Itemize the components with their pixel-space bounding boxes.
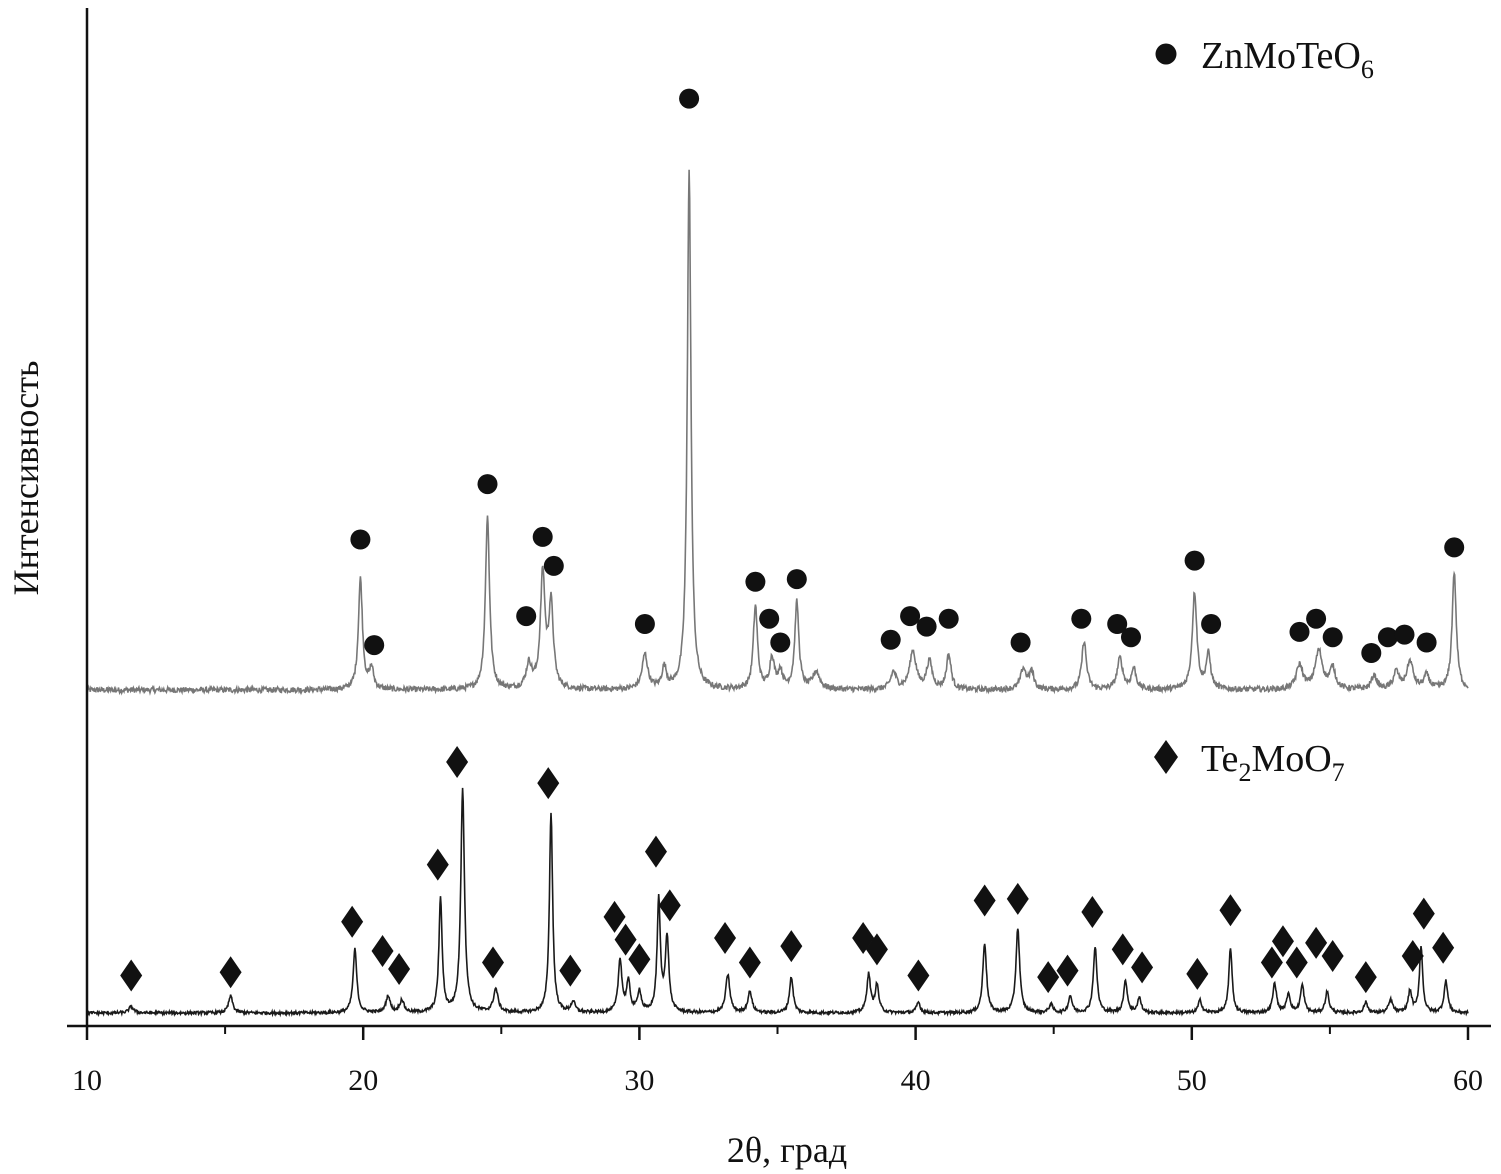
phase-marker-diamond [1305,926,1328,959]
phase-marker-diamond [219,956,242,989]
phase-marker-diamond [1219,894,1242,927]
phase-marker-diamond [1131,951,1154,984]
phase-marker-diamond [537,767,560,800]
legend-zn-label: ZnMoTeO6 [1201,35,1374,84]
phase-marker-circle [770,632,791,653]
phase-marker-circle [938,608,959,629]
phase-marker-diamond [559,954,582,987]
phase-marker-diamond [371,935,394,968]
x-tick-label-10: 10 [72,1064,102,1097]
phase-marker-circle [1010,632,1031,653]
phase-marker-diamond [1271,925,1294,958]
phase-marker-diamond [1037,961,1060,994]
phase-marker-diamond [1285,946,1308,979]
phase-marker-diamond [1081,895,1104,928]
phase-marker-diamond [865,933,888,966]
markers-group [120,88,1465,994]
phase-marker-circle [916,616,937,637]
phase-marker-circle [1201,614,1222,634]
phase-marker-circle [786,569,807,590]
phase-marker-circle [745,571,766,592]
x-tick-label-40: 40 [901,1064,931,1097]
phase-marker-diamond [738,946,761,979]
phase-marker-diamond [614,923,637,956]
phase-marker-diamond [1354,961,1377,994]
x-tick-label-30: 30 [624,1064,654,1097]
phase-marker-diamond [1321,939,1344,972]
phase-marker-circle [1121,627,1141,648]
phase-marker-diamond [341,905,364,938]
phase-marker-circle [1107,614,1128,634]
phase-marker-circle [1377,627,1398,648]
legend-te-base: Te [1201,738,1238,780]
legend-zn-base: ZnMoTeO [1201,35,1361,77]
phase-marker-circle [477,474,498,495]
phase-marker-diamond [1056,954,1079,987]
phase-marker-diamond [658,889,681,922]
phase-marker-diamond [1401,939,1424,972]
phase-marker-diamond [603,900,626,933]
phase-marker-diamond [628,943,651,976]
phase-marker-diamond [1432,931,1455,964]
phase-marker-diamond [446,745,469,778]
series-line-te2moo7 [86,787,1469,1018]
x-axis-title: 2θ, град [727,1130,847,1170]
phase-marker-circle [634,614,655,634]
phase-marker-circle [1184,550,1205,571]
phase-marker-diamond [1111,933,1134,966]
phase-marker-circle [1306,608,1327,629]
phase-marker-circle [543,555,564,576]
phase-marker-circle [679,88,700,109]
phase-marker-diamond [780,930,803,963]
phase-marker-circle [1289,621,1310,642]
legend-zn-marker [1155,43,1177,65]
patterns-group [86,169,1469,1018]
phase-marker-diamond [714,922,737,955]
x-tick-label-60: 60 [1453,1064,1483,1097]
x-tick-label-50: 50 [1177,1064,1207,1097]
phase-marker-diamond [907,959,930,992]
phase-marker-diamond [973,884,996,917]
legend-te-sub1: 2 [1238,758,1251,787]
phase-marker-diamond [644,835,667,868]
phase-marker-circle [1444,537,1465,558]
series-line-znmoteo6 [86,169,1469,696]
phase-marker-circle [516,606,537,627]
phase-marker-diamond [1186,957,1209,990]
phase-marker-circle [759,608,780,629]
phase-marker-diamond [120,959,143,992]
phase-marker-circle [1416,632,1437,653]
phase-marker-circle [1322,627,1343,648]
legend-te: Te2MoO7 [1154,738,1345,787]
phase-marker-circle [350,529,371,550]
phase-marker-circle [1394,624,1415,645]
x-tick-label-20: 20 [348,1064,378,1097]
phase-marker-diamond [426,848,449,881]
phase-marker-circle [880,629,901,650]
phase-marker-diamond [388,952,411,985]
phase-marker-diamond [1006,882,1029,915]
axes-group [67,8,1491,1028]
legend-te-label: Te2MoO7 [1201,738,1345,787]
phase-marker-diamond [1260,946,1283,979]
phase-marker-diamond [1412,897,1435,930]
legend-zn-sub: 6 [1361,55,1374,84]
phase-marker-diamond [482,946,505,979]
ticks-group: 10 20 30 40 50 60 [72,1026,1483,1097]
phase-marker-circle [1361,643,1382,663]
phase-marker-circle [364,635,385,656]
legend-zn: ZnMoTeO6 [1155,35,1374,84]
phase-marker-circle [532,526,553,547]
legend-te-mid: MoO [1251,738,1331,780]
y-axis-title: Интенсивность [6,361,46,596]
legend-te-marker [1154,740,1178,774]
phase-marker-circle [1071,608,1092,629]
phase-marker-circle [900,606,921,627]
legend-te-sub2: 7 [1332,758,1345,787]
